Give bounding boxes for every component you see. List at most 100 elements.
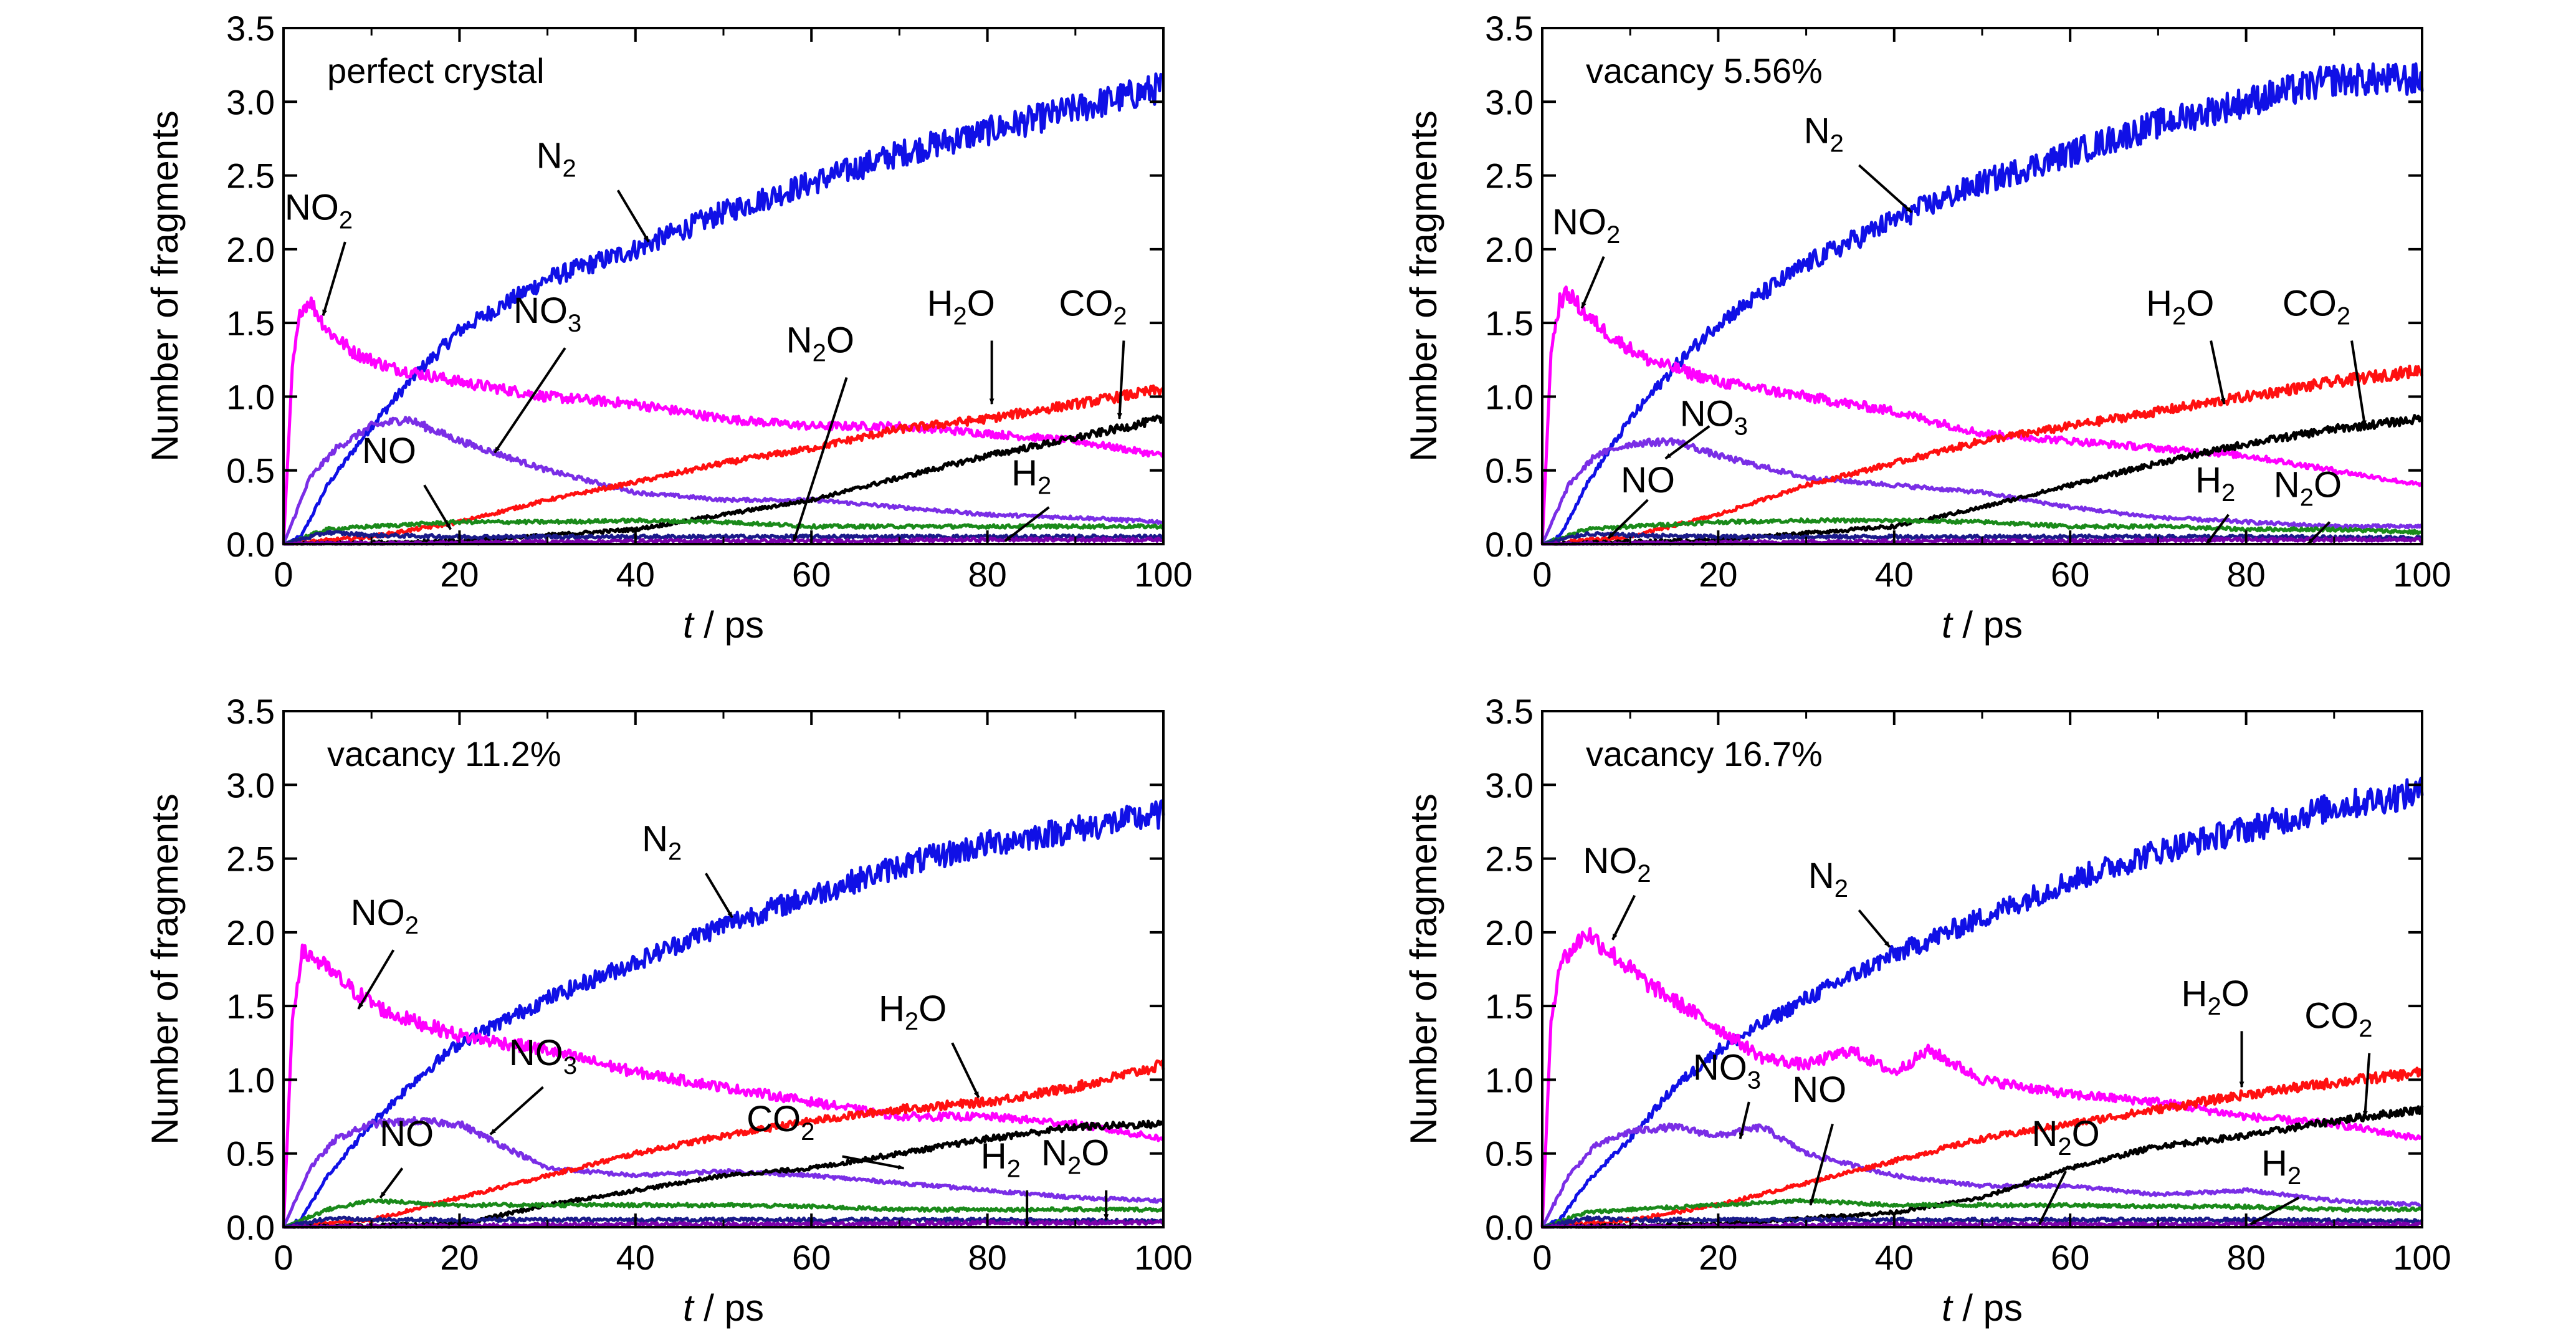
- y-tick-label: 1.5: [1485, 987, 1534, 1026]
- y-tick-label: 3.5: [1485, 692, 1534, 731]
- annotation-arrow: [1611, 894, 1636, 940]
- series-group: [282, 799, 1165, 1229]
- x-tick-label: 20: [1699, 555, 1737, 594]
- x-axis-unit: / ps: [1952, 1287, 2023, 1329]
- x-tick-label: 100: [2393, 555, 2451, 594]
- annotation-label: N2O: [2274, 464, 2342, 511]
- x-tick-label: 40: [1875, 555, 1914, 594]
- x-tick-label: 0: [1532, 555, 1552, 594]
- annotation-arrow: [489, 1086, 544, 1136]
- x-tick-label: 80: [2226, 555, 2265, 594]
- x-axis-unit: / ps: [1952, 604, 2023, 646]
- y-tick-label: 3.0: [1485, 765, 1534, 805]
- series-line-no3: [1540, 1122, 2423, 1228]
- annotation-arrow: [2362, 1053, 2371, 1117]
- y-tick-label: 0.5: [1485, 1134, 1534, 1174]
- x-axis-unit: / ps: [694, 1287, 764, 1329]
- y-tick-label: 1.5: [226, 304, 275, 343]
- annotation-arrow: [616, 189, 650, 243]
- y-tick-label: 0.5: [226, 451, 275, 491]
- x-tick-label: 20: [1699, 1238, 1737, 1277]
- series-line-n2: [1542, 777, 2424, 1229]
- annotation-arrow: [1739, 1101, 1750, 1140]
- series-line-no: [283, 529, 1165, 546]
- series-line-n2o: [1542, 1197, 2423, 1229]
- annotation-arrow: [494, 347, 566, 454]
- annotation-arrow: [1004, 506, 1050, 542]
- x-axis-title: t / ps: [683, 1287, 764, 1329]
- annotation-arrow: [1117, 340, 1125, 419]
- y-tick-label: 2.5: [226, 840, 275, 879]
- y-tick-label: 3.0: [226, 82, 275, 122]
- annotation-arrow: [1607, 499, 1649, 539]
- annotation-label: NO2: [1583, 841, 1651, 888]
- y-tick-label: 1.5: [1485, 304, 1534, 343]
- series-line-no2: [282, 296, 1164, 545]
- annotation-arrow: [1858, 164, 1913, 214]
- annotation-label: CO2: [747, 1099, 814, 1146]
- x-tick-label: 60: [2051, 555, 2089, 594]
- annotation-label: H2: [981, 1136, 1021, 1182]
- annotation-label: NO2: [1552, 202, 1620, 249]
- annotation-label: N2: [1804, 111, 1844, 158]
- series-group: [1540, 777, 2424, 1229]
- annotation-arrow: [357, 949, 395, 1010]
- series-line-no2: [1540, 285, 2423, 545]
- panel-label: perfect crystal: [327, 51, 545, 90]
- annotation-arrow: [1664, 425, 1710, 460]
- y-tick-label: 1.0: [226, 1060, 275, 1099]
- chart-panel-1: 0 20 40 60 80 100 0.0 0.5 1.0 1.5 2.0 2.5 3.0 3.5 Numb…: [144, 9, 1193, 646]
- annotation-label: H2O: [879, 988, 947, 1035]
- y-tick-label: 1.5: [226, 987, 275, 1026]
- annotation-arrow: [379, 1167, 404, 1199]
- series-line-n2: [283, 72, 1165, 546]
- y-tick-label: 1.0: [1485, 377, 1534, 416]
- x-tick-label: 40: [616, 555, 655, 594]
- y-tick-label: 3.0: [226, 765, 275, 805]
- x-tick-label: 100: [2393, 1238, 2451, 1277]
- panel-label: vacancy 5.56%: [1586, 51, 1823, 90]
- series-line-h2o: [283, 384, 1165, 546]
- series-line-h2o: [1542, 1066, 2424, 1229]
- annotation-label: NO3: [509, 1033, 577, 1079]
- x-tick-label: 0: [1532, 1238, 1552, 1277]
- y-tick-label: 0.0: [226, 525, 275, 564]
- series-line-no3: [282, 1116, 1165, 1228]
- plot-frame: [1541, 710, 2423, 1228]
- y-tick-label: 0.0: [226, 1208, 275, 1247]
- series-line-n2o: [283, 1198, 1165, 1229]
- annotation-label: NO: [1792, 1070, 1846, 1110]
- y-tick-label: 3.0: [1485, 82, 1534, 122]
- x-tick-label: 60: [792, 555, 831, 594]
- annotation-label: H2O: [2146, 283, 2214, 330]
- y-axis-title: Number of fragments: [144, 110, 186, 462]
- annotation-label: N2: [537, 136, 576, 183]
- x-axis-var: t: [683, 1287, 695, 1329]
- x-tick-label: 20: [440, 555, 479, 594]
- annotation-arrow: [1858, 909, 1891, 948]
- x-tick-label: 60: [792, 1238, 831, 1277]
- series-line-no2: [1540, 927, 2423, 1228]
- x-axis-var: t: [683, 604, 695, 646]
- y-tick-label: 3.5: [226, 9, 275, 48]
- annotation-arrow: [951, 1042, 980, 1098]
- chart-panel-4: 0 20 40 60 80 100 0.0 0.5 1.0 1.5 2.0 2.5 3.0 3.5 Numb…: [1403, 692, 2451, 1329]
- annotation-label: H2O: [927, 283, 995, 330]
- chart-panel-3: 0 20 40 60 80 100 0.0 0.5 1.0 1.5 2.0 2.5 3.0 3.5 Numb…: [144, 692, 1193, 1329]
- annotation-label: NO3: [513, 290, 581, 337]
- annotation-arrow: [322, 241, 346, 317]
- series-line-h2o: [1542, 365, 2424, 546]
- annotation-arrow: [2205, 514, 2230, 545]
- y-tick-label: 0.0: [1485, 525, 1534, 564]
- series-line-no3: [1540, 437, 2423, 545]
- annotation-arrow: [2038, 1170, 2067, 1225]
- y-tick-label: 1.0: [226, 377, 275, 416]
- panel-label: vacancy 16.7%: [1586, 734, 1823, 773]
- annotation-label: NO2: [351, 893, 419, 939]
- annotation-label: N2: [1808, 856, 1848, 902]
- y-tick-label: 2.5: [226, 156, 275, 196]
- x-tick-label: 40: [616, 1238, 655, 1277]
- x-axis-title: t / ps: [1942, 1287, 2023, 1329]
- y-tick-label: 0.5: [226, 1134, 275, 1174]
